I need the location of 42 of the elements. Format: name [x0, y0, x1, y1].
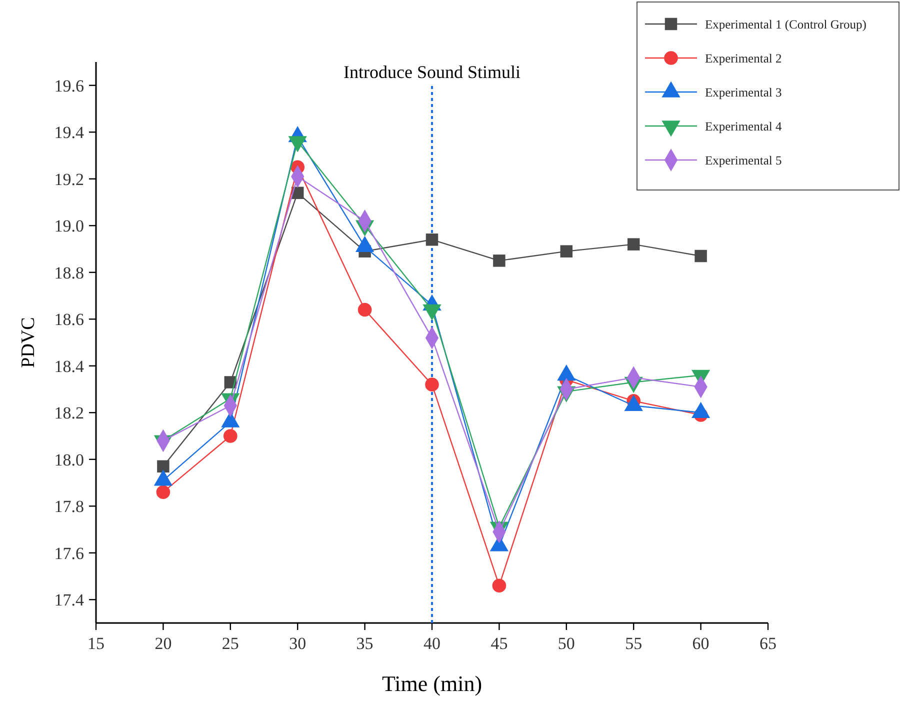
point [156, 485, 170, 499]
y-tick-label: 18.4 [54, 356, 84, 376]
legend-label: Experimental 2 [705, 51, 782, 66]
x-tick-label: 65 [760, 634, 776, 653]
point [157, 460, 170, 473]
legend-label: Experimental 3 [705, 85, 782, 100]
point [492, 578, 506, 592]
x-tick-label: 30 [289, 634, 306, 653]
y-tick-label: 18.2 [54, 404, 84, 423]
y-axis-title: PDVC [18, 317, 39, 368]
y-tick-label: 18.8 [54, 263, 84, 282]
legend-label: Experimental 5 [705, 153, 782, 168]
x-tick-label: 35 [356, 634, 374, 653]
x-tick-label: 45 [490, 634, 508, 653]
y-tick-label: 19.2 [54, 170, 84, 189]
point [358, 302, 372, 317]
x-axis-title: Time (min) [382, 671, 482, 696]
point [223, 429, 238, 443]
x-tick-label: 55 [625, 634, 642, 653]
x-tick-label: 15 [88, 634, 104, 653]
x-tick-label: 60 [692, 634, 710, 653]
point [627, 238, 640, 250]
x-tick-label: 40 [424, 634, 440, 653]
x-tick-label: 50 [558, 634, 575, 653]
legend-label: Experimental 4 [705, 119, 782, 134]
y-tick-label: 17.8 [54, 497, 84, 516]
y-tick-label: 18.6 [54, 310, 84, 330]
ref-line-label: Introduce Sound Stimuli [344, 62, 520, 82]
y-tick-label: 17.4 [54, 590, 84, 610]
y-tick-label: 19.0 [54, 216, 84, 236]
point [493, 254, 506, 267]
legend-label: Experimental 1 (Control Group) [705, 17, 866, 32]
y-tick-label: 18.0 [54, 450, 84, 470]
y-tick-label: 17.6 [54, 544, 84, 563]
point [560, 245, 573, 258]
point [425, 378, 439, 392]
x-tick-label: 20 [154, 634, 172, 653]
point [694, 250, 707, 262]
y-tick-label: 19.6 [54, 76, 84, 96]
y-tick-label: 19.4 [54, 123, 84, 142]
x-tick-label: 25 [222, 634, 239, 653]
point [426, 234, 438, 246]
